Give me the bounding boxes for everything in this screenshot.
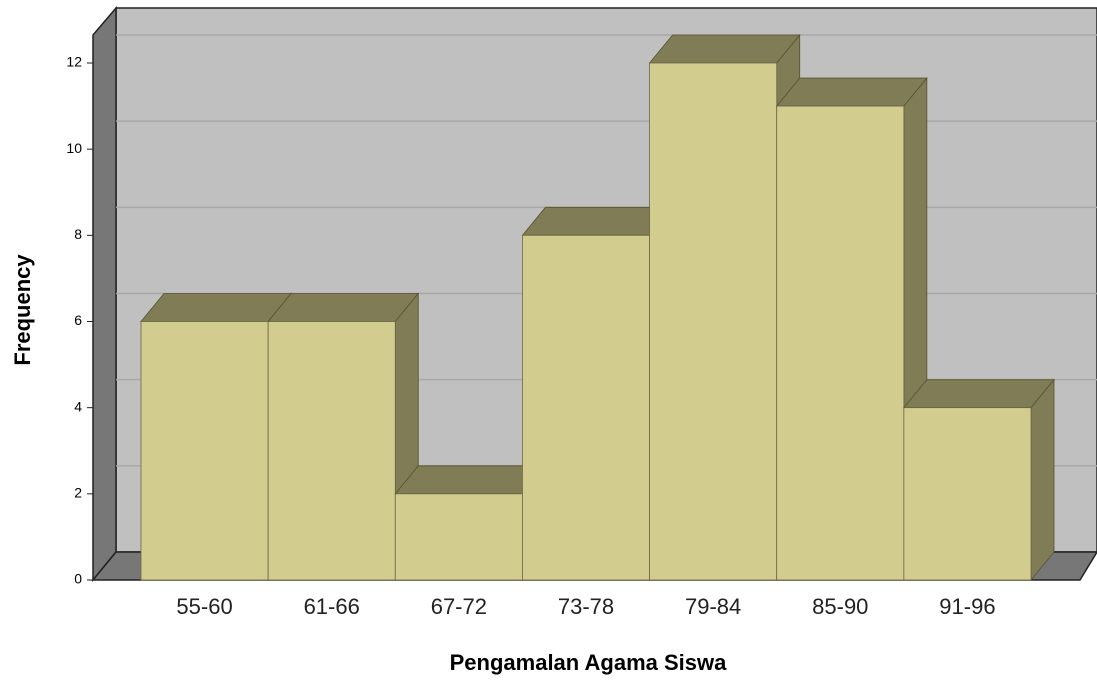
- bar-top: [140, 293, 292, 322]
- y-tick-label: 4: [74, 398, 82, 414]
- bar-top: [903, 379, 1055, 409]
- y-tick-label: 12: [66, 54, 82, 70]
- x-axis-title: Pengamalan Agama Siswa: [450, 650, 728, 675]
- x-tick-label: 85-90: [812, 594, 868, 619]
- x-tick-label: 79-84: [685, 594, 741, 619]
- bar-top: [648, 34, 801, 64]
- bar-top: [775, 77, 928, 107]
- y-tick-label: 6: [74, 312, 82, 328]
- bar: [522, 234, 650, 581]
- y-tick-label: 10: [66, 140, 82, 156]
- y-axis-title: Frequency: [10, 254, 35, 366]
- bar: [649, 62, 778, 581]
- y-tick-label: 2: [74, 485, 82, 501]
- y-tick-label: 0: [74, 571, 82, 587]
- x-tick-label: 67-72: [431, 594, 487, 619]
- side-wall: [92, 5, 117, 583]
- x-tick-label: 91-96: [939, 594, 995, 619]
- bar-top: [267, 293, 420, 322]
- bar: [776, 105, 905, 581]
- bar: [267, 321, 396, 581]
- bars: [140, 33, 1055, 582]
- bar: [394, 493, 523, 581]
- bar-side: [1030, 378, 1055, 582]
- bar: [140, 321, 269, 581]
- x-tick-label: 55-60: [176, 594, 232, 619]
- x-tick-label: 61-66: [304, 594, 360, 619]
- bar: [903, 407, 1032, 581]
- x-tick-label: 73-78: [558, 594, 614, 619]
- y-tick-label: 8: [74, 226, 82, 242]
